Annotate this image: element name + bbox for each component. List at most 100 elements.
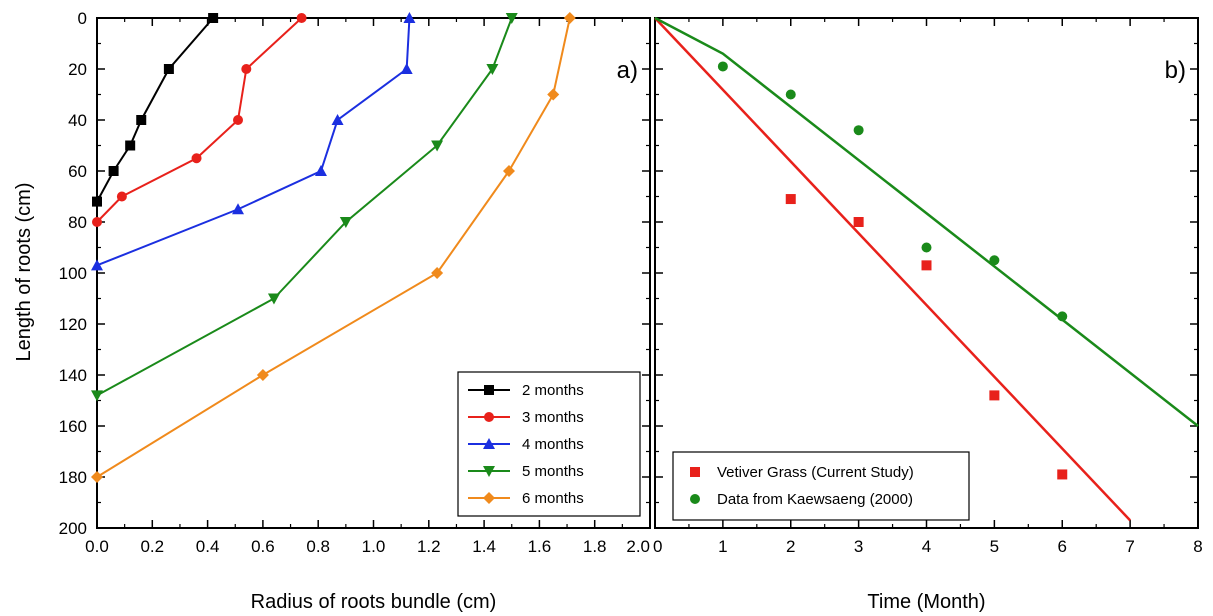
data-point [921, 260, 932, 271]
panel-label: a) [617, 57, 638, 84]
data-point [91, 259, 103, 271]
x-tick-label: 5 [990, 537, 999, 556]
legend-marker [483, 466, 495, 477]
legend-marker [690, 494, 700, 504]
data-point [108, 166, 119, 176]
data-point [785, 89, 796, 100]
y-tick-label: 160 [59, 417, 87, 436]
x-tick-label: 1.0 [362, 537, 386, 556]
y-tick-label: 80 [68, 213, 87, 232]
data-point [92, 217, 102, 227]
data-point [853, 125, 864, 136]
data-point [241, 64, 252, 74]
legend-label: 5 months [522, 463, 584, 480]
data-point [853, 217, 864, 227]
y-tick-label: 40 [68, 111, 87, 130]
legend-label: 2 months [522, 382, 584, 399]
data-point [1057, 311, 1068, 322]
data-point [163, 64, 174, 74]
data-point [256, 369, 269, 381]
y-tick-label: 20 [68, 60, 87, 79]
y-tick-label: 180 [59, 468, 87, 487]
data-point [92, 196, 102, 207]
fit-line-red [654, 17, 1132, 522]
data-point [1057, 469, 1068, 480]
data-point [331, 114, 344, 125]
legend-marker [484, 385, 494, 395]
data-point [989, 255, 1000, 266]
y-tick-label: 100 [59, 264, 87, 283]
panel-label: b) [1165, 57, 1186, 84]
legend-label: 6 months [522, 490, 584, 507]
series-line-2 [96, 17, 411, 267]
x-tick-label: 1.2 [417, 537, 441, 556]
data-point [563, 12, 576, 24]
y-tick-label: 200 [59, 519, 87, 538]
data-point [502, 165, 515, 177]
x-tick-label: 1 [718, 537, 727, 556]
data-point [232, 203, 245, 215]
fit-line-green [654, 16, 1199, 427]
data-point [547, 88, 560, 101]
x-tick-label: 6 [1058, 537, 1067, 556]
legend-label: Data from Kaewsaeng (2000) [717, 491, 913, 508]
x-tick-label: 2.0 [626, 537, 650, 556]
x-tick-label: 1.6 [528, 537, 552, 556]
x-axis-title: Time (Month) [867, 591, 985, 613]
legend-marker [484, 412, 494, 422]
data-point [116, 191, 127, 202]
x-tick-label: 2 [786, 537, 795, 556]
y-axis-title: Length of roots (cm) [13, 183, 35, 362]
data-point [314, 165, 327, 176]
x-tick-label: 0.4 [196, 537, 220, 556]
x-tick-label: 8 [1193, 537, 1202, 556]
data-point [400, 63, 413, 74]
x-tick-label: 0.2 [140, 537, 164, 556]
data-point [403, 12, 416, 23]
legend-label: 3 months [522, 409, 584, 426]
data-point [208, 13, 219, 23]
series-line-0 [96, 17, 214, 203]
x-tick-label: 0.0 [85, 537, 109, 556]
data-point [431, 267, 444, 279]
data-point [125, 140, 136, 151]
data-point [921, 242, 932, 253]
x-tick-label: 0.6 [251, 537, 275, 556]
data-point [989, 390, 1000, 401]
data-point [136, 115, 147, 125]
data-point [267, 293, 280, 305]
legend-label: 4 months [522, 436, 584, 453]
legend-box [672, 451, 970, 521]
series-line-3 [96, 17, 513, 397]
x-tick-label: 7 [1125, 537, 1134, 556]
series-line-4 [96, 17, 571, 478]
data-point [505, 13, 518, 24]
legend-marker [483, 438, 495, 449]
legend-marker [483, 492, 495, 504]
x-axis-title: Radius of roots bundle (cm) [251, 591, 497, 613]
data-point [339, 217, 352, 228]
y-tick-label: 120 [59, 315, 87, 334]
data-point [431, 140, 444, 152]
y-tick-label: 0 [78, 9, 87, 28]
data-point [486, 64, 499, 75]
panel-a: 0.0 0.2 0.4 0.6 0.8 1.0 1.2 1.4 1.6 1.8 2.0 0 20 40 60… [59, 9, 651, 613]
y-tick-label: 140 [59, 366, 87, 385]
legend-marker [690, 467, 700, 477]
data-point [91, 471, 103, 483]
x-tick-label: 0 [653, 537, 662, 556]
data-point [296, 13, 307, 23]
legend-label: Vetiver Grass (Current Study) [717, 464, 914, 481]
data-point [717, 61, 728, 72]
x-tick-label: 0.8 [306, 537, 330, 556]
x-tick-label: 4 [922, 537, 931, 556]
x-tick-label: 1.8 [583, 537, 607, 556]
series-line-1 [96, 17, 303, 223]
y-tick-label: 60 [68, 162, 87, 181]
x-tick-label: 3 [854, 537, 863, 556]
data-point [785, 194, 796, 205]
data-point [233, 115, 244, 125]
data-point [191, 153, 202, 164]
data-point [91, 390, 103, 402]
